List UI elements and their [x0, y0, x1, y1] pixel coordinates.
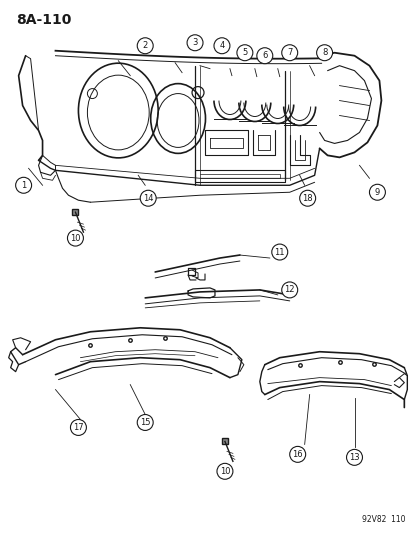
Circle shape — [346, 449, 362, 465]
Circle shape — [137, 38, 153, 54]
Text: 8A-110: 8A-110 — [16, 13, 71, 27]
Text: 7: 7 — [286, 48, 292, 57]
Circle shape — [281, 282, 297, 298]
Circle shape — [67, 230, 83, 246]
Text: 14: 14 — [142, 193, 153, 203]
Circle shape — [137, 415, 153, 431]
Text: 15: 15 — [140, 418, 150, 427]
Text: 11: 11 — [274, 247, 284, 256]
Text: 10: 10 — [219, 467, 230, 476]
Text: 16: 16 — [292, 450, 302, 459]
Circle shape — [216, 463, 233, 479]
Text: 6: 6 — [261, 51, 267, 60]
Circle shape — [281, 45, 297, 61]
Text: 9: 9 — [374, 188, 379, 197]
Circle shape — [187, 35, 202, 51]
Text: 92V82  110: 92V82 110 — [361, 515, 404, 524]
Circle shape — [70, 419, 86, 435]
Text: 10: 10 — [70, 233, 81, 243]
Text: 12: 12 — [284, 285, 294, 294]
Circle shape — [236, 45, 252, 61]
Circle shape — [214, 38, 229, 54]
Text: 18: 18 — [301, 193, 312, 203]
Circle shape — [316, 45, 332, 61]
Circle shape — [368, 184, 385, 200]
Circle shape — [140, 190, 156, 206]
Text: 13: 13 — [348, 453, 359, 462]
Circle shape — [289, 447, 305, 462]
Text: 8: 8 — [321, 48, 327, 57]
Text: 1: 1 — [21, 181, 26, 190]
Text: 4: 4 — [219, 41, 224, 50]
Circle shape — [256, 48, 272, 63]
Circle shape — [299, 190, 315, 206]
Text: 2: 2 — [142, 41, 147, 50]
Text: 5: 5 — [242, 48, 247, 57]
Circle shape — [16, 177, 31, 193]
Text: 17: 17 — [73, 423, 83, 432]
Text: 3: 3 — [192, 38, 197, 47]
Circle shape — [271, 244, 287, 260]
